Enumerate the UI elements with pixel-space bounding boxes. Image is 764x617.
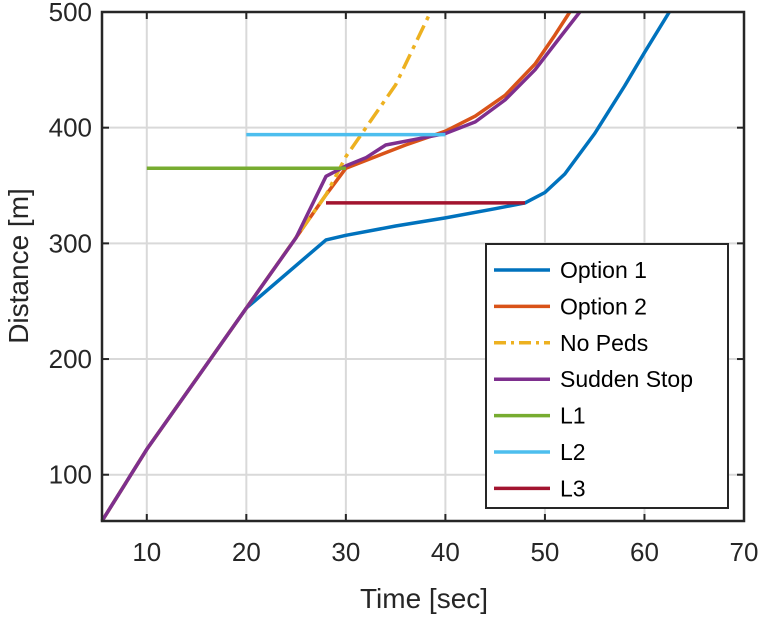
legend-label: L3 xyxy=(560,475,586,501)
legend-label: L1 xyxy=(560,403,586,429)
legend-label: Option 2 xyxy=(560,293,647,319)
series-group xyxy=(100,10,671,522)
y-tick-label: 200 xyxy=(49,344,92,374)
y-tick-label: 400 xyxy=(49,113,92,143)
plot-frame xyxy=(100,10,746,523)
x-tick-label: 50 xyxy=(530,537,559,567)
tick-marks xyxy=(102,11,745,521)
y-axis-label: Distance [m] xyxy=(3,188,34,344)
legend: Option 1 Option 2 No Peds Sudden Stop L1 L2 L3 xyxy=(485,243,729,509)
legend-box xyxy=(485,243,729,509)
y-tick-label: 100 xyxy=(49,460,92,490)
x-tick-label: 40 xyxy=(431,537,460,567)
series-line-no-peds xyxy=(100,11,433,522)
legend-label: Sudden Stop xyxy=(560,366,693,392)
x-tick-label: 20 xyxy=(232,537,261,567)
legend-label: L2 xyxy=(560,439,586,465)
x-tick-label: 70 xyxy=(730,537,759,567)
x-tick-label: 60 xyxy=(630,537,659,567)
x-axis-label: Time [sec] xyxy=(360,583,488,614)
y-tick-label: 500 xyxy=(49,0,92,27)
tick-labels: 10 20 30 40 50 60 70 100 200 300 400 500 xyxy=(49,0,759,567)
x-tick-label: 30 xyxy=(331,537,360,567)
y-tick-label: 300 xyxy=(49,228,92,258)
series-line-sudden-stop xyxy=(100,10,582,522)
legend-label: Option 1 xyxy=(560,257,647,283)
legend-label: No Peds xyxy=(560,330,648,356)
x-tick-label: 10 xyxy=(132,537,161,567)
